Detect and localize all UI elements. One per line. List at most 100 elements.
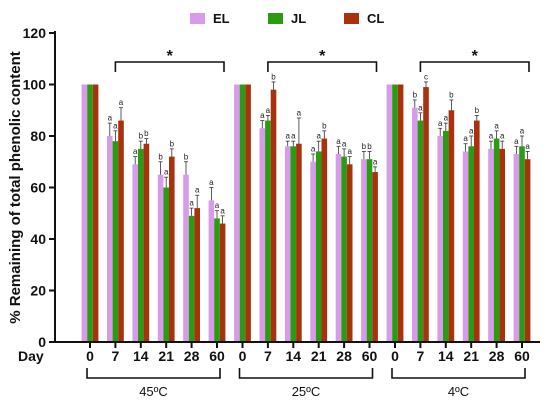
bar-cl <box>397 84 404 342</box>
significance-letter: a <box>113 121 118 130</box>
significance-star: * <box>472 48 479 65</box>
significance-letter: b <box>367 142 372 151</box>
x-tick-label: 14 <box>286 348 302 364</box>
significance-letter: b <box>144 129 149 138</box>
temperature-label: 45ºC <box>139 384 168 399</box>
significance-star: * <box>319 48 326 65</box>
bar-jl <box>366 159 373 342</box>
significance-letter: b <box>158 152 163 161</box>
bar-cl <box>245 84 251 342</box>
y-tick-label: 60 <box>30 180 46 196</box>
temperature-label: 25ºC <box>292 384 321 399</box>
significance-letter: a <box>342 139 347 148</box>
legend: EL JL CL <box>190 11 384 26</box>
significance-letter: c <box>424 72 428 81</box>
significance-letter: a <box>285 132 290 141</box>
bar-jl <box>214 218 220 342</box>
significance-letter: b <box>413 90 418 99</box>
significance-letter: a <box>336 137 341 146</box>
legend-label-cl: CL <box>367 11 384 26</box>
bar-jl <box>138 148 144 342</box>
x-tick-label: 0 <box>86 348 94 364</box>
bar-jl <box>417 120 424 342</box>
legend-swatch-el <box>190 13 205 24</box>
significance-letter: a <box>438 119 443 128</box>
bar-jl <box>493 138 500 342</box>
bar-jl <box>87 84 93 342</box>
bar-cl <box>524 159 531 342</box>
bar-el <box>488 148 494 342</box>
bar-cl <box>219 223 226 342</box>
bar-el <box>386 84 393 342</box>
bar-el <box>335 154 342 342</box>
significance-letter: a <box>514 137 519 146</box>
x-tick-label: 7 <box>417 348 425 364</box>
x-tick-label: 0 <box>391 348 399 364</box>
bar-el <box>234 84 240 342</box>
bar-jl <box>443 130 449 342</box>
significance-letter: a <box>494 121 499 130</box>
y-axis: 0 20 40 60 80 100 120 <box>23 25 56 350</box>
bar-jl <box>341 156 347 342</box>
significance-letter: a <box>119 98 124 107</box>
temperature-label: 4ºC <box>448 384 469 399</box>
significance-letter: a <box>489 132 494 141</box>
bar-cl <box>92 84 99 342</box>
significance-letter: a <box>418 103 423 112</box>
temperature-groups: 45ºC 25ºC 4ºC <box>86 368 526 399</box>
bar-cl <box>270 89 277 343</box>
x-tick-label: 28 <box>184 348 200 364</box>
legend-label-el: EL <box>213 11 230 26</box>
significance-letter: a <box>209 178 214 187</box>
temperature-bracket <box>391 368 526 379</box>
bars <box>81 84 531 343</box>
significance-letter: a <box>164 168 169 177</box>
x-tick-label: 60 <box>514 348 530 364</box>
bar-cl <box>194 208 200 342</box>
bar-el <box>412 107 418 342</box>
error-bars <box>107 81 530 224</box>
significance-letter: a <box>347 147 352 156</box>
significance-letter: b <box>271 72 276 81</box>
bar-cl <box>169 156 175 342</box>
significance-bracket <box>267 61 378 72</box>
significance-letter: b <box>322 121 327 130</box>
bar-el <box>107 136 113 342</box>
x-tick-label: 28 <box>489 348 505 364</box>
bar-cl <box>118 120 124 342</box>
bar-cl <box>296 143 302 342</box>
y-tick-label: 80 <box>30 128 46 144</box>
significance-letter: b <box>170 139 175 148</box>
x-tick-label: 7 <box>112 348 120 364</box>
bar-jl <box>163 187 169 342</box>
bar-jl <box>188 215 195 342</box>
bar-el <box>208 200 215 342</box>
bar-cl <box>499 148 505 342</box>
temperature-bracket <box>238 368 374 379</box>
bar-cl <box>372 172 378 342</box>
significance-letter: a <box>189 199 194 208</box>
significance-letter: a <box>520 127 525 136</box>
bar-el <box>157 174 164 342</box>
significance-letter: b <box>362 142 367 151</box>
significance-letter: a <box>260 111 265 120</box>
bar-el <box>183 174 189 342</box>
bar-el <box>462 151 469 342</box>
bar-el <box>81 84 88 342</box>
bar-el <box>132 164 138 342</box>
bar-cl <box>346 164 353 342</box>
y-tick-label: 100 <box>23 77 47 93</box>
significance-letter: a <box>220 206 225 215</box>
significance-letter: a <box>297 108 302 117</box>
significance-letter: b <box>184 152 189 161</box>
legend-swatch-cl <box>344 13 359 24</box>
x-tick-label: 21 <box>311 348 327 364</box>
significance-letter: a <box>469 127 474 136</box>
legend-label-jl: JL <box>291 11 306 26</box>
bar-el <box>513 154 520 342</box>
significance-bracket <box>419 61 530 72</box>
x-tick-label: 14 <box>133 348 149 364</box>
significance-letter: a <box>463 134 468 143</box>
y-tick-label: 0 <box>38 334 46 350</box>
